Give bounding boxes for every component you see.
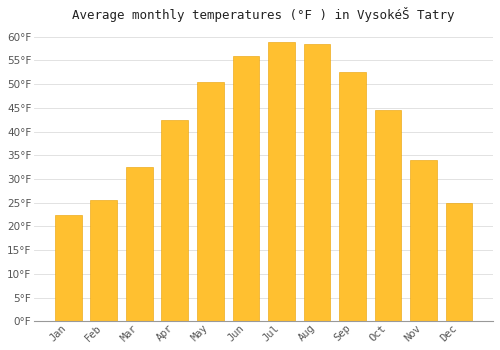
Bar bbox=[197, 82, 224, 321]
Bar bbox=[374, 110, 401, 321]
Bar bbox=[339, 72, 365, 321]
Bar bbox=[268, 42, 294, 321]
Bar bbox=[126, 167, 152, 321]
Bar bbox=[90, 201, 117, 321]
Bar bbox=[232, 56, 259, 321]
Bar bbox=[446, 203, 472, 321]
Bar bbox=[55, 215, 82, 321]
Bar bbox=[162, 120, 188, 321]
Bar bbox=[410, 160, 436, 321]
Bar bbox=[304, 44, 330, 321]
Title: Average monthly temperatures (°F ) in VysokéŠ Tatry: Average monthly temperatures (°F ) in Vy… bbox=[72, 7, 455, 22]
